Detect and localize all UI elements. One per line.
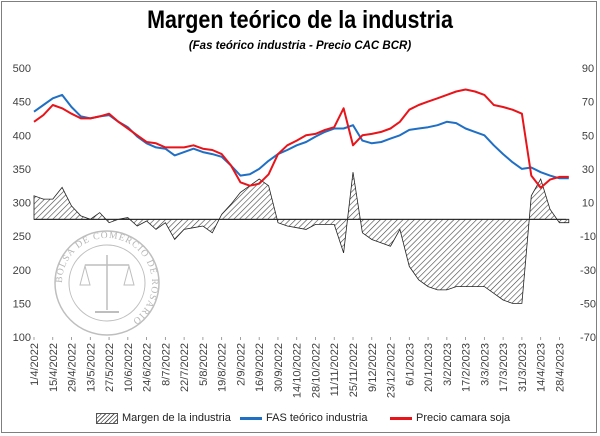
x-tick-label: 1/4/2022	[29, 343, 41, 386]
series-soja-line	[33, 88, 569, 189]
x-tick-label: 30/9/2022	[273, 343, 285, 392]
right-tick-label: 30	[582, 164, 594, 176]
x-tick-label: 22/7/2022	[179, 343, 191, 392]
x-tick-label: 11/11/2022	[329, 343, 341, 396]
left-tick-label: 150	[13, 298, 31, 310]
x-tick-label: 5/8/2022	[198, 343, 210, 386]
right-tick-label: 50	[582, 130, 594, 142]
legend-label-margen: Margen de la industria	[122, 412, 231, 424]
legend-swatch-soja	[390, 416, 412, 420]
legend-item-soja: Precio camara soja	[390, 412, 510, 424]
chart-title: Margen teórico de la industria	[147, 6, 453, 34]
x-tick-label: 24/6/2022	[142, 343, 154, 392]
right-tick-label: -70	[580, 332, 596, 344]
legend-swatch-margen	[96, 412, 118, 424]
left-tick-label: 300	[13, 198, 31, 210]
right-tick-label: 10	[582, 198, 594, 210]
x-tick-label: 25/11/2022	[348, 343, 360, 397]
bcr-seal-watermark: BOLSA DE COMERCIO DE ROSARIO	[54, 230, 160, 336]
chart-legend: Margen de la industria FAS teórico indus…	[0, 412, 600, 430]
x-tick-label: 29/4/2022	[67, 343, 79, 392]
legend-item-fas: FAS teórico industria	[240, 412, 368, 424]
x-tick-label: 15/4/2022	[48, 343, 60, 392]
legend-label-soja: Precio camara soja	[416, 412, 511, 424]
left-tick-label: 350	[13, 164, 31, 176]
legend-swatch-fas	[240, 416, 262, 420]
x-tick-label: 27/5/2022	[104, 343, 116, 392]
x-tick-label: 13/5/2022	[85, 343, 97, 392]
right-tick-label: 90	[582, 63, 594, 75]
x-tick-label: 3/2/2023	[442, 343, 454, 386]
x-tick-label: 8/7/2022	[160, 343, 172, 386]
left-tick-label: 400	[13, 130, 31, 142]
x-tick-label: 16/9/2022	[254, 343, 266, 392]
x-tick-label: 9/12/2022	[367, 343, 379, 392]
left-tick-label: 450	[13, 97, 31, 109]
x-tick-label: 19/8/2022	[217, 343, 229, 392]
right-tick-label: -50	[580, 298, 596, 310]
series-fas-line	[33, 93, 569, 180]
x-tick-label: 14/4/2023	[536, 343, 548, 392]
x-tick-label: 17/2/2023	[461, 343, 473, 392]
right-tick-label: 70	[582, 97, 594, 109]
right-tick-label: -30	[580, 265, 596, 277]
x-tick-label: 6/1/2023	[404, 343, 416, 386]
x-tick-label: 2/9/2022	[235, 343, 247, 386]
x-tick-label: 28/10/2022	[311, 343, 323, 398]
x-tick-label: 20/1/2023	[423, 343, 435, 392]
legend-item-margen: Margen de la industria	[96, 412, 231, 424]
chart-subtitle: (Fas teórico industria - Precio CAC BCR)	[188, 40, 412, 52]
x-tick-label: 23/12/2022	[386, 343, 398, 398]
x-tick-label: 28/4/2023	[554, 343, 566, 392]
x-tick-label: 31/3/2023	[517, 343, 529, 392]
legend-label-fas: FAS teórico industria	[266, 412, 368, 424]
x-tick-label: 14/10/2022	[292, 343, 304, 398]
x-tick-label: 17/3/2023	[498, 343, 510, 392]
x-tick-label: 3/3/2023	[479, 343, 491, 386]
left-tick-label: 250	[13, 231, 31, 243]
left-tick-label: 500	[13, 63, 31, 75]
right-tick-label: -10	[580, 231, 596, 243]
left-tick-label: 100	[13, 332, 31, 344]
x-tick-label: 10/6/2022	[123, 343, 135, 392]
left-tick-label: 200	[13, 265, 31, 277]
